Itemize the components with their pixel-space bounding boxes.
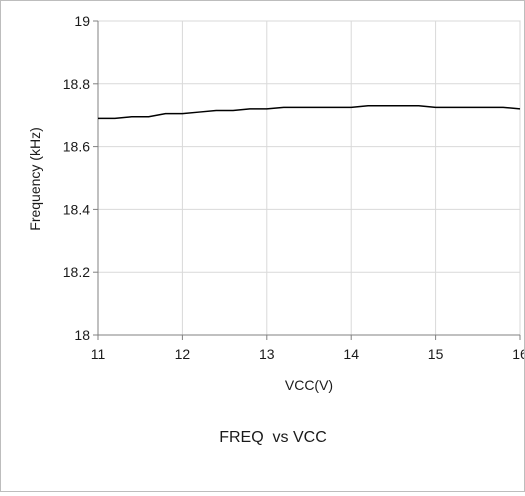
plot-area — [97, 20, 521, 336]
y-tick-label: 18.8 — [63, 76, 90, 92]
axes — [93, 20, 521, 340]
y-tick-label: 18.4 — [63, 201, 90, 217]
series-layer — [98, 105, 521, 120]
x-tick-label: 11 — [91, 346, 106, 362]
chart-title: FREQ vs VCC — [219, 429, 327, 446]
y-tick-label: 19 — [74, 13, 90, 29]
y-tick-label: 18.2 — [63, 264, 90, 280]
x-axis-title: VCC(V) — [285, 377, 333, 393]
x-tick-label: 13 — [259, 346, 275, 362]
x-tick-label: 15 — [428, 346, 444, 362]
y-axis-title: Frequency (kHz) — [27, 127, 43, 230]
x-tick-label: 16 — [512, 346, 524, 362]
grid — [97, 20, 521, 336]
y-tick-label: 18.6 — [63, 139, 90, 155]
x-tick-label: 14 — [343, 346, 359, 362]
y-tick-label: 18 — [74, 327, 90, 343]
series-line-0 — [98, 105, 521, 120]
tick-labels: 18 18.2 18.4 18.6 18.8 19 11 12 13 14 15 16 — [63, 13, 525, 362]
x-tick-label: 12 — [175, 346, 191, 362]
